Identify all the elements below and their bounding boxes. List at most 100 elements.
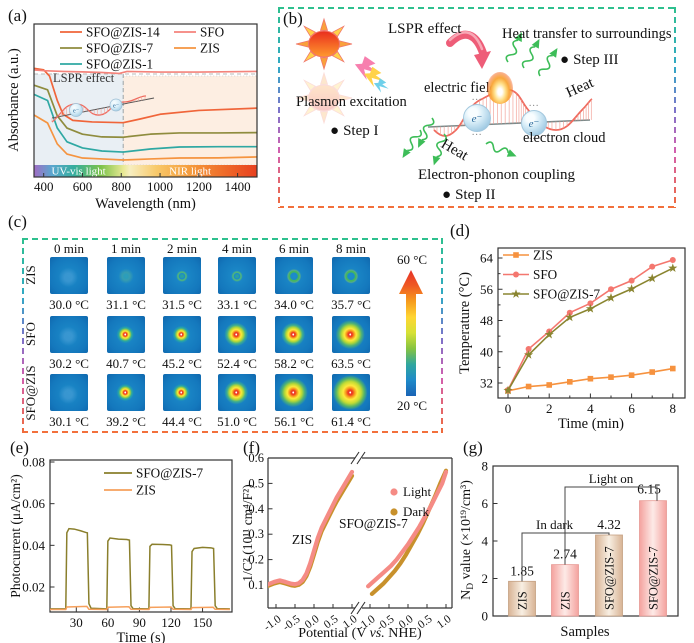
bar-SFO@ZIS-7-Light-on [639,500,667,617]
series-SFO@ZIS-7 [50,527,230,610]
x-axis-label: Time (s) [116,630,165,643]
spectrum-SFO [33,69,258,75]
y-tick-label: 6 [482,496,489,511]
panel-b-border-top [278,7,676,9]
x-tick-label: 600 [73,179,93,194]
temperature-reading: 40.7 °C [106,355,146,371]
sample-row-label: SFO@ZIS [23,365,38,421]
x-axis-label: Samples [560,624,609,640]
x-tick-label: 6 [628,401,635,416]
square-marker [670,365,676,372]
temperature-reading: 30.2 °C [49,355,89,371]
x-tick-label: 4 [587,401,594,416]
thermal-image-cell [275,374,313,411]
y-tick-label: 0.6 [248,451,264,465]
y-axis-label: 1/C² (10¹¹ cm⁴/F²) [240,484,255,581]
square-marker [608,374,614,380]
panel-c-border-top [22,238,443,240]
y-tick-label: 48 [480,313,493,328]
legend-dot [390,508,398,516]
circle-marker [669,256,676,263]
legend-label: SFO@ZIS-1 [86,57,153,72]
thermal-image-cell [50,374,88,411]
absorbance-spectra-chart: UV-vis light NIR light 400 600 800 1000 1200 14… [6,23,258,212]
x-tick-label: 90 [133,615,146,630]
electron-cloud-label: electron cloud [523,130,606,146]
legend-label: ZIS [136,483,156,498]
legend-label: SFO@ZIS-14 [86,25,160,40]
panel-c-border-bottom [22,431,443,433]
mott-schottky-ZIS-Light [268,469,355,587]
time-header: 4 min [222,241,252,256]
panel-b-border-right [674,7,676,208]
x-tick-label: 8 [670,401,677,416]
colorbar-arrow-icon [399,270,423,396]
star-marker [647,273,657,283]
spectrum-ZIS [33,114,258,161]
temperature-reading: 30.1 °C [49,413,89,429]
carrier-axis-line [427,119,591,128]
sun-icon [295,17,353,71]
panel-label-e: (e) [10,438,29,457]
temperature-reading: 34.0 °C [274,296,314,312]
bullet-icon: ● [442,187,452,203]
bullet-icon: ● [560,52,570,68]
square-marker [525,383,532,390]
square-marker [546,382,552,388]
thermal-image-cell [332,374,370,411]
lightning-icon [373,78,389,93]
star-marker [565,312,575,322]
photocurrent-chart: 0.02 0.04 0.06 0.08 30 60 90 120 150 Time (s) Phot… [8,455,233,643]
star-marker [668,263,678,273]
y-tick-label: 0.02 [22,580,45,595]
temperature-reading: 51.0 °C [217,413,257,429]
y-axis-label: Temperature (°C) [457,272,473,374]
temperature-colorbar: 60 °C 20 °C [397,252,427,413]
series-ZIS [50,605,230,611]
y-tick-label: 0.2 [248,553,264,567]
x-tick-label: 60 [101,615,114,630]
temperature-reading: 45.2 °C [162,355,202,371]
mott-schottky-chart: 0.10.20.30.40.50.6-1.0-0.5 0.0 0.5 1.0-1.0-… [240,451,454,641]
bullet-icon: ● [330,123,340,139]
bar-sample-label: SFO@ZIS-7 [603,546,617,610]
lightning-icon [363,66,385,88]
thermal-image-cell [107,374,145,411]
temperature-reading: 58.2 °C [274,355,314,371]
heat-squiggle-icon [538,48,558,77]
electric-field-label: electric field [424,80,497,96]
temperature-time-chart: 32 40 48 56 64 0 2 4 6 8 Time (min) Temperature (°C… [457,247,686,432]
colorbar-min-label: 20 °C [397,398,427,413]
electron-sphere-icon [69,103,83,117]
axis-break-icon [356,601,366,615]
spectrum-SFO@ZIS-7 [33,84,258,139]
step3-label: ● Step III [560,52,619,68]
y-tick-label: 40 [480,344,493,359]
y-tick-label: 32 [480,376,493,391]
x-tick-label: 0 [505,401,512,416]
time-header: 2 min [167,241,197,256]
panel-label-f: (f) [243,438,260,457]
star-marker [606,293,616,302]
thermal-image-cell [218,316,256,353]
square-marker [513,252,519,258]
thermal-image-cell [218,374,256,411]
time-header: 0 min [54,241,84,256]
light-on-bracket [564,486,658,565]
x-tick-label: 150 [193,615,213,630]
panel-b-border-left [278,7,280,208]
circle-marker [587,300,594,307]
bar-sample-label: SFO@ZIS-7 [647,546,661,610]
x-tick-label: 800 [112,179,132,194]
electron-label: e⁻ [113,103,119,110]
step1-label: ● Step I [330,123,379,139]
thermal-image-cell [332,316,370,353]
thermal-image-cell [50,257,88,294]
panel-label-a: (a) [8,6,27,25]
panel-label-g: (g) [463,438,483,457]
heat-transfer-label: Heat transfer to surroundings [502,26,672,42]
uv-vis-band-label: UV-vis light [51,166,105,178]
x-tick-label: 1200 [186,179,212,194]
zis-curve-label: ZIS [292,532,312,547]
